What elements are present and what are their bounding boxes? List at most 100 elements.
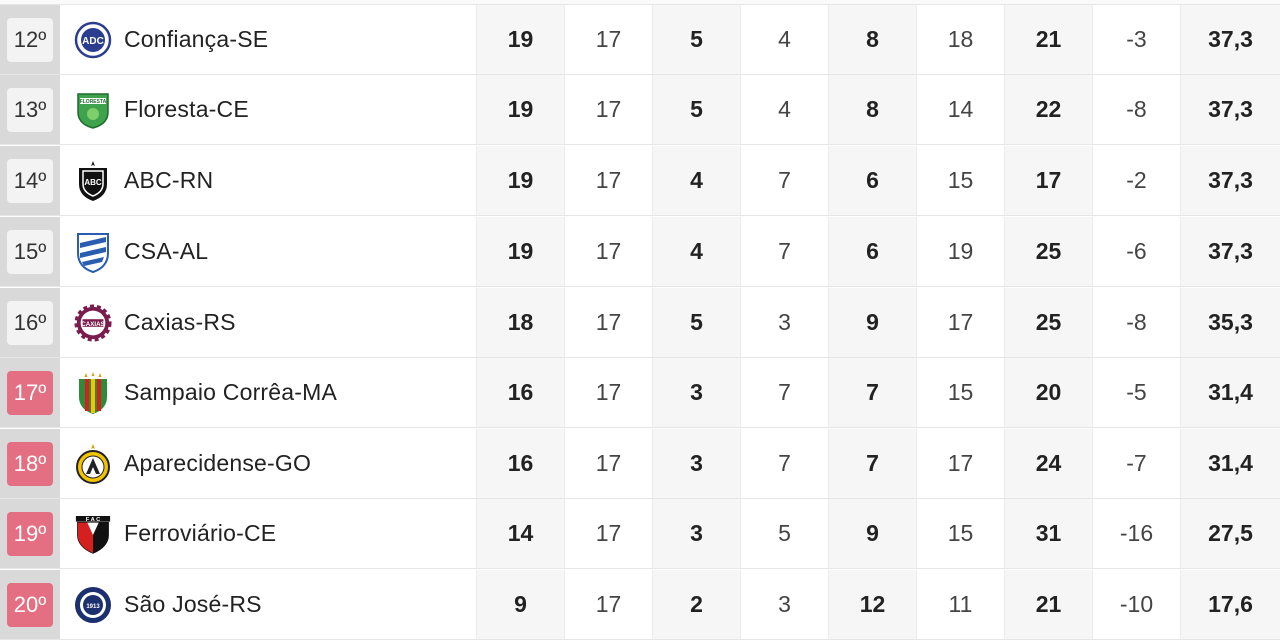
goals-against-cell: 31 bbox=[1004, 499, 1092, 568]
team-name[interactable]: Sampaio Corrêa-MA bbox=[124, 379, 338, 405]
floresta-crest-icon: FLORESTA bbox=[74, 91, 112, 129]
goal-difference-cell: -8 bbox=[1092, 75, 1180, 144]
ferroviario-crest-icon: F A C bbox=[74, 515, 112, 554]
table-row[interactable]: 12º ADC Confiança-SE 19 17 5 4 8 18 21 -… bbox=[0, 5, 1280, 75]
position-badge: 14º bbox=[7, 158, 53, 203]
team-name[interactable]: ABC-RN bbox=[124, 167, 214, 193]
csa-crest-icon bbox=[74, 232, 112, 273]
position-badge: 19º bbox=[7, 511, 53, 556]
team-cell[interactable]: CSA-AL bbox=[60, 217, 476, 286]
goal-difference-cell: -6 bbox=[1092, 217, 1180, 286]
games-cell: 17 bbox=[564, 288, 652, 357]
games-cell: 17 bbox=[564, 5, 652, 74]
draws-cell: 4 bbox=[740, 5, 828, 74]
team-name[interactable]: São José-RS bbox=[124, 591, 262, 617]
goals-against-cell: 17 bbox=[1004, 146, 1092, 215]
aparecidense-crest-icon bbox=[74, 443, 112, 484]
position-badge: 17º bbox=[7, 370, 53, 415]
losses-cell: 8 bbox=[828, 75, 916, 144]
goal-difference-cell: -2 bbox=[1092, 146, 1180, 215]
team-cell[interactable]: FLORESTA Floresta-CE bbox=[60, 75, 476, 144]
table-row[interactable]: 19º F A C Ferroviário-CE 14 17 3 5 9 15 … bbox=[0, 499, 1280, 569]
points-cell: 9 bbox=[476, 570, 564, 639]
position-cell: 18º bbox=[0, 429, 60, 498]
goals-for-cell: 14 bbox=[916, 75, 1004, 144]
draws-cell: 7 bbox=[740, 358, 828, 427]
team-name[interactable]: Caxias-RS bbox=[124, 309, 236, 335]
table-row[interactable]: 13º FLORESTA Floresta-CE 19 17 5 4 8 14 … bbox=[0, 75, 1280, 145]
table-row[interactable]: 14º ABC ABC-RN 19 17 4 7 6 15 17 -2 37,3 bbox=[0, 146, 1280, 216]
losses-cell: 6 bbox=[828, 217, 916, 286]
position-cell: 14º bbox=[0, 146, 60, 215]
goals-against-cell: 25 bbox=[1004, 217, 1092, 286]
position-cell: 12º bbox=[0, 5, 60, 74]
points-cell: 19 bbox=[476, 217, 564, 286]
draws-cell: 5 bbox=[740, 499, 828, 568]
table-top-border bbox=[0, 0, 1280, 5]
team-name[interactable]: Ferroviário-CE bbox=[124, 520, 277, 546]
draws-cell: 7 bbox=[740, 429, 828, 498]
percentage-cell: 35,3 bbox=[1180, 288, 1280, 357]
goals-against-cell: 22 bbox=[1004, 75, 1092, 144]
confianca-crest-icon: ADC bbox=[74, 21, 112, 59]
team-cell[interactable]: Sampaio Corrêa-MA bbox=[60, 358, 476, 427]
table-row[interactable]: 15º CSA-AL 19 17 4 7 6 19 25 -6 37,3 bbox=[0, 217, 1280, 287]
caxias-crest-icon: CAXIAS bbox=[74, 303, 112, 342]
table-row[interactable]: 17º Sampaio Corrêa-MA 16 17 3 7 7 15 20 … bbox=[0, 358, 1280, 428]
position-cell: 13º bbox=[0, 75, 60, 144]
points-cell: 16 bbox=[476, 358, 564, 427]
losses-cell: 7 bbox=[828, 358, 916, 427]
team-name[interactable]: Aparecidense-GO bbox=[124, 450, 312, 476]
team-cell[interactable]: F A C Ferroviário-CE bbox=[60, 499, 476, 568]
position-cell: 20º bbox=[0, 570, 60, 639]
saojose-crest-icon: 1913 bbox=[74, 586, 112, 624]
wins-cell: 2 bbox=[652, 570, 740, 639]
wins-cell: 3 bbox=[652, 429, 740, 498]
wins-cell: 5 bbox=[652, 75, 740, 144]
losses-cell: 6 bbox=[828, 146, 916, 215]
position-badge: 12º bbox=[7, 17, 53, 62]
wins-cell: 4 bbox=[652, 146, 740, 215]
team-name[interactable]: Confiança-SE bbox=[124, 26, 269, 52]
losses-cell: 8 bbox=[828, 5, 916, 74]
svg-text:CAXIAS: CAXIAS bbox=[81, 320, 104, 327]
points-cell: 19 bbox=[476, 146, 564, 215]
games-cell: 17 bbox=[564, 499, 652, 568]
position-badge: 16º bbox=[7, 300, 53, 345]
percentage-cell: 17,6 bbox=[1180, 570, 1280, 639]
goal-difference-cell: -3 bbox=[1092, 5, 1180, 74]
wins-cell: 5 bbox=[652, 5, 740, 74]
draws-cell: 3 bbox=[740, 570, 828, 639]
points-cell: 19 bbox=[476, 75, 564, 144]
team-cell[interactable]: 1913 São José-RS bbox=[60, 570, 476, 639]
team-name[interactable]: Floresta-CE bbox=[124, 96, 249, 122]
goals-for-cell: 15 bbox=[916, 499, 1004, 568]
team-name[interactable]: CSA-AL bbox=[124, 238, 209, 264]
team-cell[interactable]: Aparecidense-GO bbox=[60, 429, 476, 498]
games-cell: 17 bbox=[564, 358, 652, 427]
team-cell[interactable]: ADC Confiança-SE bbox=[60, 5, 476, 74]
svg-text:F A C: F A C bbox=[86, 517, 100, 523]
draws-cell: 3 bbox=[740, 288, 828, 357]
percentage-cell: 27,5 bbox=[1180, 499, 1280, 568]
percentage-cell: 37,3 bbox=[1180, 5, 1280, 74]
percentage-cell: 37,3 bbox=[1180, 217, 1280, 286]
position-cell: 19º bbox=[0, 499, 60, 568]
team-cell[interactable]: CAXIAS Caxias-RS bbox=[60, 288, 476, 357]
table-row[interactable]: 18º Aparecidense-GO 16 17 3 7 7 17 24 -7… bbox=[0, 429, 1280, 499]
table-row[interactable]: 16º CAXIAS Caxias-RS 18 17 5 3 9 17 25 -… bbox=[0, 288, 1280, 358]
team-cell[interactable]: ABC ABC-RN bbox=[60, 146, 476, 215]
draws-cell: 7 bbox=[740, 217, 828, 286]
table-row[interactable]: 20º 1913 São José-RS 9 17 2 3 12 11 21 -… bbox=[0, 570, 1280, 640]
points-cell: 16 bbox=[476, 429, 564, 498]
games-cell: 17 bbox=[564, 75, 652, 144]
goals-for-cell: 15 bbox=[916, 146, 1004, 215]
points-cell: 18 bbox=[476, 288, 564, 357]
games-cell: 17 bbox=[564, 146, 652, 215]
draws-cell: 4 bbox=[740, 75, 828, 144]
draws-cell: 7 bbox=[740, 146, 828, 215]
goal-difference-cell: -8 bbox=[1092, 288, 1180, 357]
goals-against-cell: 24 bbox=[1004, 429, 1092, 498]
position-badge: 20º bbox=[7, 582, 53, 627]
goal-difference-cell: -16 bbox=[1092, 499, 1180, 568]
